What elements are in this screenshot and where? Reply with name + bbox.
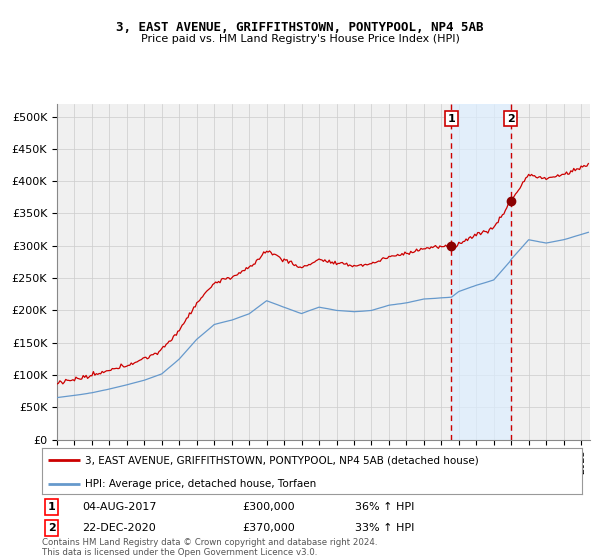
Text: Price paid vs. HM Land Registry's House Price Index (HPI): Price paid vs. HM Land Registry's House … (140, 34, 460, 44)
Text: 3, EAST AVENUE, GRIFFITHSTOWN, PONTYPOOL, NP4 5AB (detached house): 3, EAST AVENUE, GRIFFITHSTOWN, PONTYPOOL… (85, 455, 479, 465)
Text: Contains HM Land Registry data © Crown copyright and database right 2024.
This d: Contains HM Land Registry data © Crown c… (42, 538, 377, 557)
Text: 2: 2 (48, 523, 56, 533)
Text: 1: 1 (48, 502, 56, 512)
Text: 1: 1 (448, 114, 455, 124)
Text: 04-AUG-2017: 04-AUG-2017 (83, 502, 157, 512)
Bar (451, 104, 511, 440)
Text: 22-DEC-2020: 22-DEC-2020 (83, 523, 156, 533)
Text: 3, EAST AVENUE, GRIFFITHSTOWN, PONTYPOOL, NP4 5AB: 3, EAST AVENUE, GRIFFITHSTOWN, PONTYPOOL… (116, 21, 484, 34)
Text: 2: 2 (507, 114, 515, 124)
Text: 36% ↑ HPI: 36% ↑ HPI (355, 502, 415, 512)
Text: HPI: Average price, detached house, Torfaen: HPI: Average price, detached house, Torf… (85, 479, 316, 489)
Text: 33% ↑ HPI: 33% ↑ HPI (355, 523, 415, 533)
Text: £300,000: £300,000 (242, 502, 295, 512)
Text: £370,000: £370,000 (242, 523, 295, 533)
